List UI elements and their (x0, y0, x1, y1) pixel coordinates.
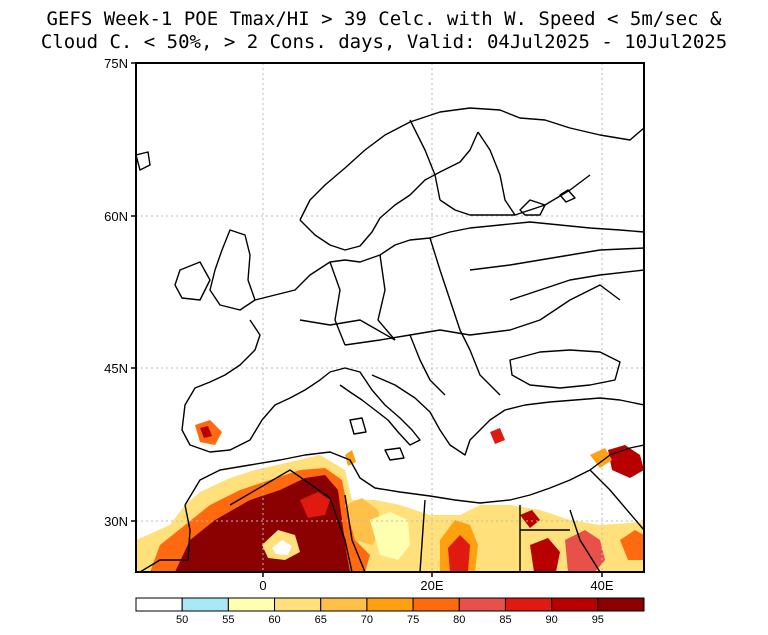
colorbar-label: 75 (407, 614, 419, 626)
colorbar-swatch (366, 597, 414, 612)
colorbar-swatch (597, 597, 645, 612)
lat-label-45n: 45N (104, 361, 128, 376)
map-title-line-2: Cloud C. < 50%, > 2 Cons. days, Valid: 0… (40, 31, 728, 53)
lat-label-60n: 60N (104, 209, 128, 224)
colorbar-swatch (458, 597, 506, 612)
colorbar-label: 70 (361, 614, 373, 626)
latitude-axis: 75N 60N 45N 30N (104, 56, 136, 529)
colorbar: 50 55 60 65 70 75 80 85 90 95 (135, 597, 645, 626)
map-plot-area (136, 63, 644, 572)
colorbar-swatch (274, 597, 322, 612)
colorbar-label: 85 (499, 614, 511, 626)
colorbar-label: 90 (546, 614, 558, 626)
coastlines-borders (136, 107, 644, 572)
colorbar-swatch (320, 597, 368, 612)
colorbar-swatch (551, 597, 599, 612)
colorbar-swatch (135, 597, 183, 612)
lon-label-0: 0 (259, 578, 266, 593)
colorbar-swatch (504, 597, 553, 612)
lat-label-30n: 30N (104, 514, 128, 529)
colorbar-label: 80 (453, 614, 465, 626)
map-frame (135, 62, 645, 573)
lat-label-75n: 75N (104, 56, 128, 71)
colorbar-swatch (412, 597, 460, 612)
longitude-axis: 0 20E 40E (259, 572, 614, 593)
probability-shading (136, 420, 644, 572)
colorbar-label: 65 (315, 614, 327, 626)
lon-label-20e: 20E (420, 578, 443, 593)
colorbar-label: 55 (222, 614, 234, 626)
colorbar-label: 95 (592, 614, 604, 626)
colorbar-swatch (227, 597, 276, 612)
colorbar-label: 60 (268, 614, 280, 626)
colorbar-label: 50 (176, 614, 188, 626)
map-title-line-1: GEFS Week-1 POE Tmax/HI > 39 Celc. with … (46, 8, 722, 30)
colorbar-swatch (181, 597, 229, 612)
lon-label-40e: 40E (590, 578, 613, 593)
